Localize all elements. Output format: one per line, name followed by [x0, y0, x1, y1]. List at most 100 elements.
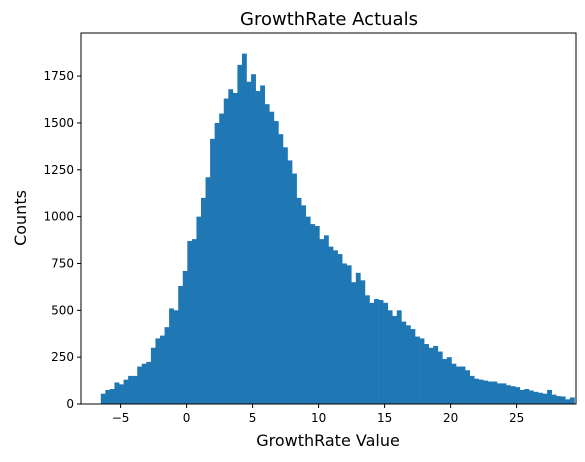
y-axis-title: Counts — [11, 190, 30, 246]
histogram-bar — [487, 381, 493, 404]
histogram-bar — [446, 357, 452, 404]
histogram-bar — [310, 224, 316, 404]
x-axis-title: GrowthRate Value — [256, 431, 400, 450]
histogram-bar — [137, 366, 143, 404]
histogram-bar — [474, 378, 480, 404]
plot-frame — [80, 32, 577, 405]
histogram-bar — [141, 363, 147, 404]
x-axis-ticks: −5 0 5 10 15 20 25 — [112, 404, 524, 425]
x-tick-label: −5 — [112, 411, 130, 425]
histogram-bar — [169, 308, 174, 404]
histogram-bar — [296, 197, 302, 404]
y-tick-label: 1250 — [43, 163, 74, 177]
histogram-bar — [173, 310, 179, 404]
histogram-bar — [160, 335, 165, 404]
histogram-bar — [232, 92, 238, 405]
histogram-bar — [292, 173, 297, 404]
histogram-bar — [524, 389, 530, 404]
histogram-bar — [419, 338, 425, 404]
histogram-bar — [492, 381, 498, 404]
histogram-bar — [478, 379, 484, 404]
histogram-bar — [282, 147, 288, 405]
histogram-bar — [100, 393, 106, 404]
histogram-bar — [109, 389, 115, 404]
histogram-bar — [228, 89, 234, 405]
histogram-bar — [378, 300, 384, 404]
histogram-bar — [264, 104, 270, 404]
histogram-bar — [346, 265, 352, 404]
x-tick-label: 15 — [377, 411, 392, 425]
y-tick-label: 750 — [51, 256, 74, 270]
histogram-bar — [301, 205, 307, 404]
x-tick-label: 25 — [509, 411, 524, 425]
histogram-bars — [100, 53, 575, 405]
histogram-bar — [437, 351, 443, 404]
histogram-bar — [551, 394, 557, 404]
histogram-bar — [364, 295, 370, 404]
histogram-bar — [196, 216, 202, 404]
histogram-bar — [223, 98, 229, 404]
histogram-bar — [342, 263, 348, 404]
histogram-bar — [542, 393, 548, 404]
histogram-bar — [456, 366, 461, 404]
histogram-bar — [510, 386, 516, 404]
histogram-bar — [146, 361, 152, 404]
histogram-bar — [460, 366, 466, 404]
x-tick-label: 20 — [443, 411, 458, 425]
histogram-bar — [214, 122, 220, 404]
y-axis-ticks: 0 250 500 750 1000 1250 1500 1750 — [43, 69, 81, 411]
histogram-bar — [528, 390, 534, 404]
histogram-bar — [560, 396, 566, 404]
histogram-bar — [319, 239, 325, 404]
y-tick-label: 500 — [51, 303, 74, 317]
histogram-bar — [469, 375, 475, 404]
histogram-bar — [415, 336, 420, 404]
histogram-bar — [128, 375, 133, 404]
histogram-bar — [396, 310, 402, 404]
y-tick-label: 1750 — [43, 69, 74, 83]
histogram-bar — [178, 285, 184, 404]
histogram-bar — [191, 239, 197, 404]
histogram-bar — [405, 325, 411, 404]
histogram-bar — [269, 111, 275, 404]
histogram-bar — [428, 347, 434, 404]
chart-title: GrowthRate Actuals — [240, 9, 418, 30]
histogram-bar — [105, 389, 111, 404]
histogram-bar — [501, 383, 507, 404]
histogram-bar — [451, 363, 457, 404]
histogram-bar — [200, 197, 206, 404]
histogram-bar — [374, 299, 379, 404]
histogram-bar — [150, 347, 156, 404]
histogram-bar — [333, 250, 338, 404]
histogram-bar — [351, 282, 357, 404]
histogram-bar — [251, 74, 256, 404]
histogram-bar — [392, 315, 398, 404]
histogram-bar — [355, 272, 361, 404]
histogram-bar — [241, 53, 247, 405]
y-tick-label: 1500 — [43, 116, 74, 130]
histogram-bar — [119, 384, 124, 404]
histogram-bar — [187, 240, 193, 404]
histogram-bar — [323, 235, 329, 404]
histogram-bar — [123, 379, 129, 404]
x-tick-label: 5 — [249, 411, 257, 425]
histogram-bar — [260, 85, 266, 405]
histogram-bar — [369, 302, 375, 404]
histogram-bar — [424, 344, 429, 404]
histogram-bar — [537, 392, 543, 404]
histogram-bar — [182, 270, 188, 404]
histogram-bar — [246, 81, 252, 404]
histogram-bar — [219, 113, 225, 404]
histogram-bar — [569, 397, 575, 404]
histogram-bar — [547, 389, 552, 404]
histogram-bar — [278, 134, 284, 404]
x-tick-label: 10 — [311, 411, 326, 425]
histogram-bar — [533, 391, 539, 404]
histogram-bar — [497, 383, 502, 404]
histogram-bar — [155, 338, 161, 404]
histogram-bar — [314, 225, 320, 404]
histogram-bar — [465, 370, 470, 404]
histogram-bar — [360, 280, 366, 404]
histogram-bar — [401, 321, 407, 404]
